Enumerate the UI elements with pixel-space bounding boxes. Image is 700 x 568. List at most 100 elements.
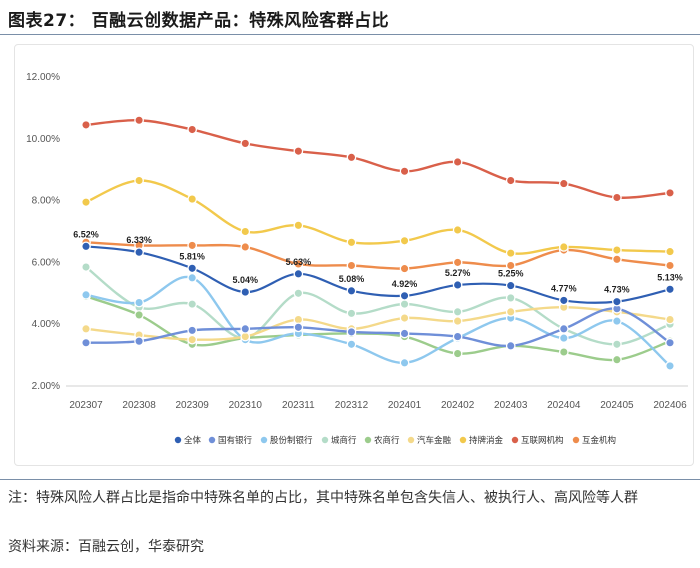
data-point-series-3	[558, 333, 569, 343]
legend-label-1: 全体	[184, 435, 202, 446]
data-point-series-6	[399, 313, 410, 323]
data-point-series-7	[612, 245, 622, 255]
data-point-series-7	[187, 194, 198, 204]
data-label: 5.08%	[339, 274, 365, 284]
data-point-series-1	[293, 268, 304, 279]
data-point-series-8	[558, 178, 569, 189]
legend-marker-1	[174, 436, 182, 444]
y-tick-label: 6.00%	[32, 257, 60, 268]
data-label: 6.52%	[73, 229, 99, 239]
legend-label-9: 互金机构	[582, 435, 616, 446]
legend-label-6: 汽车金融	[417, 435, 452, 446]
data-point-series-2	[558, 323, 569, 334]
x-tick-label: 202309	[175, 400, 209, 411]
data-label: 4.77%	[551, 283, 577, 293]
data-point-series-2	[665, 337, 675, 348]
data-point-series-8	[399, 166, 410, 177]
data-point-series-1	[240, 287, 251, 297]
data-point-series-8	[81, 120, 91, 130]
data-point-series-1	[134, 247, 144, 258]
data-point-series-1	[399, 290, 410, 301]
data-point-series-7	[505, 248, 516, 258]
y-tick-label: 2.00%	[32, 381, 60, 392]
x-tick-label: 202405	[600, 400, 634, 411]
data-point-series-7	[293, 220, 304, 231]
legend-label-7: 持牌消金	[469, 435, 504, 446]
bottom-divider	[0, 479, 700, 480]
data-point-series-7	[81, 197, 91, 207]
data-label: 5.81%	[179, 251, 205, 261]
x-tick-label: 202311	[282, 400, 315, 411]
line-chart: 2.00% 4.00% 6.00% 8.00% 10.00% 12.00% 202307 20…	[26, 72, 688, 446]
data-point-series-6	[452, 316, 463, 326]
data-point-series-8	[293, 146, 304, 157]
x-tick-label: 202401	[388, 400, 422, 411]
data-point-series-6	[81, 323, 91, 334]
data-point-series-3	[134, 297, 144, 308]
data-point-series-2	[134, 336, 144, 347]
chart-title: 图表27： 百融云创数据产品：特殊风险客群占比	[8, 11, 390, 31]
legend-marker-9	[572, 436, 580, 444]
data-point-series-1	[505, 280, 516, 291]
data-point-series-7	[134, 175, 144, 186]
y-tick-label: 4.00%	[32, 319, 60, 330]
data-point-series-2	[81, 337, 91, 348]
data-point-series-3	[187, 272, 198, 283]
series-line-1	[84, 245, 672, 304]
data-point-series-3	[665, 361, 675, 371]
data-label: 5.25%	[498, 269, 524, 279]
data-point-series-8	[134, 115, 144, 126]
x-tick-label: 202402	[441, 400, 475, 411]
data-point-series-6	[665, 314, 675, 325]
data-point-series-5	[558, 347, 569, 357]
data-point-series-8	[240, 138, 251, 149]
data-label: 6.33%	[126, 235, 152, 245]
data-label: 4.73%	[604, 285, 630, 295]
data-point-series-1	[452, 280, 463, 290]
data-point-series-1	[665, 284, 675, 295]
legend-marker-3	[260, 436, 268, 444]
data-point-series-7	[399, 235, 410, 246]
source-note: 资料来源：百融云创，华泰研究	[8, 539, 204, 555]
data-point-series-7	[558, 242, 569, 252]
top-divider	[0, 34, 700, 35]
data-point-series-9	[399, 263, 410, 274]
data-point-series-8	[187, 124, 198, 135]
legend-label-8: 互联网机构	[521, 435, 564, 446]
data-point-series-5	[452, 348, 463, 359]
legend-label-4: 城商行	[331, 435, 357, 446]
data-point-series-8	[612, 192, 622, 203]
x-tick-label: 202312	[335, 400, 369, 411]
data-point-series-9	[346, 260, 357, 271]
x-tick-label: 202310	[229, 400, 263, 411]
series-line-7	[84, 179, 672, 255]
data-point-series-9	[505, 260, 516, 271]
data-point-series-6	[505, 306, 516, 317]
data-point-series-8	[452, 157, 463, 167]
data-point-series-4	[505, 293, 516, 303]
data-point-series-9	[665, 260, 675, 271]
y-tick-label: 8.00%	[32, 196, 60, 207]
data-label: 4.92%	[392, 279, 418, 289]
legend-marker-8	[511, 436, 519, 444]
data-point-series-7	[665, 246, 675, 257]
series-line-9	[84, 241, 672, 270]
data-point-series-6	[187, 334, 198, 345]
legend-label-2: 国有银行	[218, 435, 253, 446]
data-point-series-7	[452, 225, 463, 235]
data-point-series-9	[240, 242, 251, 252]
y-tick-label: 10.00%	[26, 134, 60, 145]
data-point-series-3	[612, 316, 622, 326]
legend-label-5: 农商行	[374, 435, 400, 446]
series-line-8	[84, 119, 672, 199]
series-line-5	[84, 295, 672, 362]
data-point-series-3	[346, 339, 357, 350]
data-point-series-4	[399, 299, 410, 309]
legend-marker-2	[208, 436, 216, 444]
data-label: 5.27%	[445, 268, 471, 278]
data-point-series-5	[612, 354, 622, 365]
data-point-series-3	[399, 357, 410, 368]
data-point-series-1	[612, 296, 622, 307]
data-point-series-3	[81, 289, 91, 300]
data-point-series-9	[293, 259, 304, 269]
